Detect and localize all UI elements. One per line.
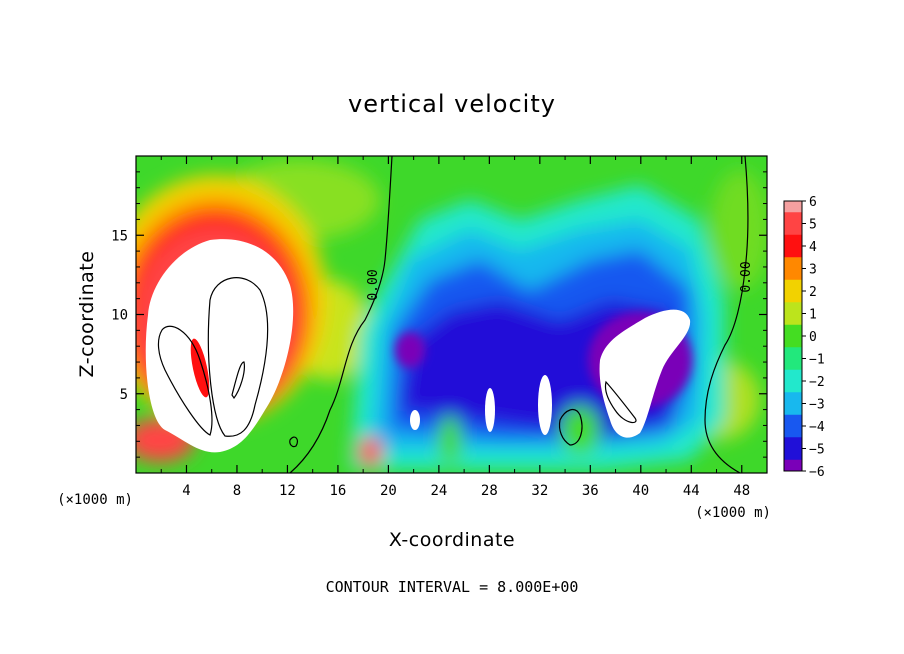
x-axis-label: X-coordinate [389,529,515,551]
y-tick-label-0: 5 [120,387,128,403]
heatmap-field [136,156,767,473]
colorbar-swatch [784,246,802,258]
colorbar-label-4: 2 [809,285,817,300]
chart-title: vertical velocity [348,90,556,118]
colorbar-label-3: 3 [809,263,817,278]
colorbar-label-6: 0 [809,330,817,345]
colorbar-swatch [784,268,802,281]
colorbar-label-8: −2 [809,375,825,390]
colorbar-swatch [784,414,802,427]
colorbar-label-5: 1 [809,308,817,323]
contour-interval-footer: CONTOUR INTERVAL = 8.000E+00 [326,578,579,596]
colorbar-swatch [784,257,802,269]
y-axis-ticks: 5 10 15 [111,171,767,458]
x-tick-label-1: 8 [233,483,241,499]
colorbar-label-10: −4 [809,420,825,435]
x-unit-right: (×1000 m) [695,505,771,521]
colorbar-label-11: −5 [809,443,825,458]
x-tick-label-0: 4 [182,483,190,499]
x-unit-left: (×1000 m) [57,492,133,508]
x-tick-label-8: 36 [582,483,599,499]
x-tick-label-4: 20 [380,483,397,499]
x-tick-label-3: 16 [329,483,346,499]
x-tick-label-9: 40 [632,483,649,499]
contour-label-east: 0.00 [739,261,754,292]
y-tick-label-2: 15 [111,228,128,244]
colorbar-swatch [784,426,802,438]
colorbar-swatch [784,212,802,224]
inner-contour-west [207,277,269,437]
contour-label-west: 0.00 [366,269,381,300]
x-tick-label-7: 32 [531,483,548,499]
x-tick-label-6: 28 [481,483,498,499]
colorbar-label-9: −3 [809,398,825,413]
colorbar-swatch [784,358,802,371]
colorbar-swatch [784,223,802,236]
colorbar-swatch [784,302,802,314]
colorbar-label-7: −1 [809,353,825,368]
colorbar-swatch [784,448,802,461]
y-tick-label-1: 10 [111,308,128,324]
y-axis-label: Z-coordinate [76,251,98,378]
colorbar-label-2: 4 [809,240,817,255]
colorbar-swatch [784,392,802,404]
x-axis-ticks: 4 8 12 16 20 24 28 32 36 40 44 48 [160,156,750,499]
colorbar-swatch [784,381,802,393]
colorbar-label-0: 6 [809,195,817,210]
colorbar-label-1: 5 [809,218,817,233]
colorbar-swatch [784,459,802,472]
colorbar-swatch [784,291,802,303]
x-tick-label-11: 48 [733,483,750,499]
colorbar-swatch [784,279,802,292]
contour-lines [157,156,749,473]
x-tick-label-10: 44 [683,483,700,499]
zero-contour-west [289,156,393,473]
x-tick-label-5: 24 [430,483,447,499]
zero-contour-east [704,156,749,473]
colorbar-swatch [784,347,802,359]
colorbar-swatch [784,313,802,326]
colorbar-swatch [784,369,802,382]
colorbar-label-12: −6 [809,465,825,480]
colorbar-swatch [784,336,802,348]
colorbar-swatch [784,234,802,247]
colorbar-swatch [784,201,802,213]
saturated-core-east [599,309,691,438]
colorbar-swatch [784,403,802,416]
colorbar-swatch [784,437,802,449]
colorbar-swatch [784,324,802,337]
x-tick-label-2: 12 [279,483,296,499]
colorbar: 6 5 4 3 2 1 0 −1 −2 −3 −4 −5 −6 [783,195,825,480]
